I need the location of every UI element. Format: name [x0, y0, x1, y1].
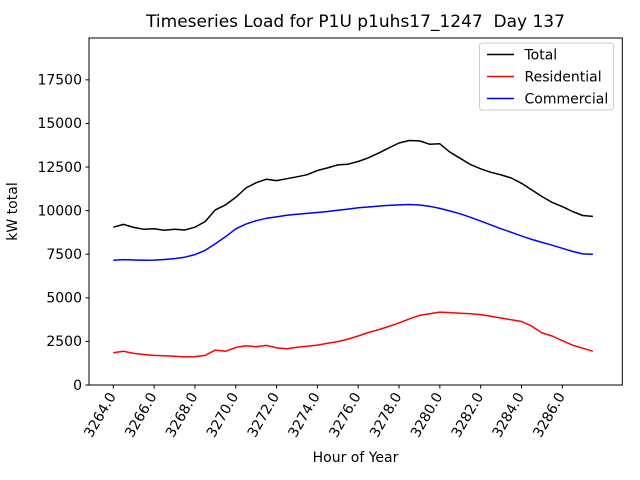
y-tick-label: 12500 — [37, 160, 82, 176]
legend-box — [479, 42, 614, 111]
legend-label-total: Total — [524, 47, 558, 63]
y-tick-label: 5000 — [46, 291, 82, 307]
chart-title: Timeseries Load for P1U p1uhs17_1247 Day… — [145, 12, 565, 32]
y-tick-label: 2500 — [46, 334, 82, 350]
legend: Total Residential Commercial — [479, 42, 614, 111]
x-tick-label: 3264.0 — [81, 390, 119, 440]
y-tick-label: 10000 — [37, 203, 82, 219]
x-tick-label: 3270.0 — [204, 390, 242, 440]
x-tick-label: 3266.0 — [122, 390, 160, 440]
x-tick-label: 3280.0 — [408, 390, 446, 440]
legend-label-commercial: Commercial — [525, 91, 609, 107]
y-tick-label: 7500 — [46, 247, 82, 263]
x-axis-ticks: 3264.0 3266.0 3268.0 3270.0 3272.0 3274.0 3276… — [81, 385, 569, 440]
x-tick-label: 3284.0 — [490, 390, 528, 440]
x-tick-label: 3276.0 — [326, 390, 364, 440]
y-tick-label: 17500 — [37, 73, 82, 89]
data-series — [113, 139, 594, 358]
y-tick-label: 15000 — [37, 116, 82, 132]
x-tick-label: 3268.0 — [163, 390, 201, 440]
x-tick-label: 3286.0 — [530, 390, 568, 440]
x-axis-label: Hour of Year — [313, 450, 399, 466]
x-tick-label: 3278.0 — [367, 390, 405, 440]
x-tick-label: 3274.0 — [285, 390, 323, 440]
y-tick-label: 0 — [73, 378, 82, 394]
series-line-residential — [113, 311, 594, 358]
series-line-commercial — [113, 203, 593, 262]
x-tick-label: 3282.0 — [449, 390, 487, 440]
axes-frame — [88, 37, 623, 386]
y-axis-label: kW total — [5, 182, 21, 240]
x-tick-label: 3272.0 — [245, 390, 283, 440]
y-axis-ticks: 0 2500 5000 7500 10000 12500 15000 17500 — [37, 73, 89, 394]
series-line-total — [113, 139, 593, 232]
legend-label-residential: Residential — [525, 69, 602, 85]
